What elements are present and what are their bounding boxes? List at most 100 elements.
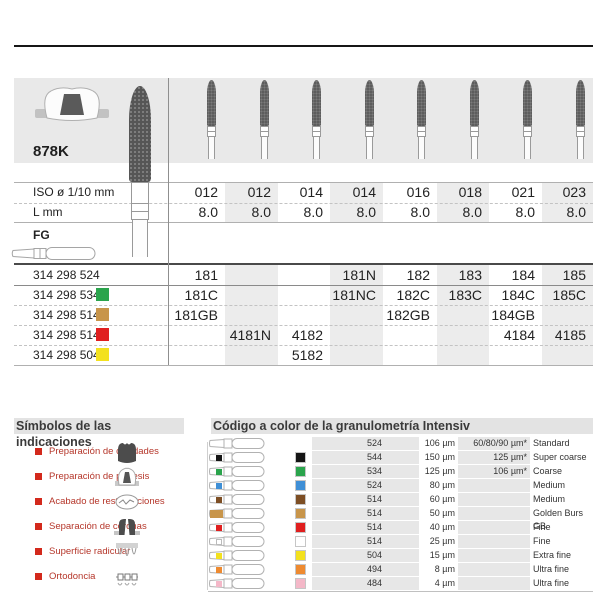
cavity-preparation-icon xyxy=(118,443,136,463)
grain-cell: 15 µm xyxy=(429,550,455,560)
color-swatch xyxy=(295,578,306,589)
alt-grain-cell: 60/80/90 µm* xyxy=(458,437,530,450)
bullet-icon xyxy=(35,573,42,580)
grain-cell: 60 µm xyxy=(429,494,455,504)
symbol-item: Separación de coronas xyxy=(14,515,194,539)
ref-cell: 181C xyxy=(184,287,218,303)
order-row: 314 298 514 4181N 4182 4184 4185 xyxy=(0,325,600,345)
fg-label: FG xyxy=(33,228,50,242)
grit-name-cell: Fine xyxy=(533,522,551,532)
bullet-icon xyxy=(35,548,42,555)
bur-image xyxy=(259,80,269,159)
grit-name-cell: Coarse xyxy=(533,466,563,476)
bur-icon xyxy=(208,578,265,589)
ref-cell: 5182 xyxy=(291,347,323,363)
alt-grain-cell xyxy=(458,521,530,534)
symbol-label: Ortodoncia xyxy=(49,571,96,582)
ref-cell: 183C xyxy=(448,287,482,303)
length-value: 8.0 xyxy=(410,204,430,220)
column-stripe xyxy=(225,182,278,222)
grit-band xyxy=(216,538,222,545)
code-cell: 514 xyxy=(312,493,419,506)
product-model: 878K xyxy=(33,143,69,160)
order-code: 314 298 514 xyxy=(33,328,100,342)
symbols-title: Símbolos de las indicaciones xyxy=(14,418,184,449)
bullet-icon xyxy=(35,523,42,530)
bur-image xyxy=(575,80,585,159)
rule xyxy=(14,263,593,265)
alt-grain-cell: 106 µm* xyxy=(458,465,530,478)
bur-icon xyxy=(208,564,265,575)
code-cell: 544 xyxy=(312,451,419,464)
color-swatch xyxy=(295,452,306,463)
color-swatch xyxy=(295,536,306,547)
order-code: 314 298 534 xyxy=(33,288,100,302)
grit-band xyxy=(216,552,222,559)
granulometry-row: 524 106 µm 60/80/90 µm* Standard xyxy=(0,437,600,450)
granulometry-row: 494 8 µm Ultra fine xyxy=(0,563,600,576)
length-label: L mm xyxy=(33,205,63,219)
granulometry-row: 514 25 µm Fine xyxy=(0,535,600,548)
column-stripe xyxy=(542,182,593,222)
code-cell: 514 xyxy=(312,521,419,534)
tooth-prep-icon xyxy=(35,87,109,121)
ref-cell: 183 xyxy=(458,267,482,283)
grit-name-cell: Fine xyxy=(533,536,551,546)
symbol-item: Preparación de cavidades xyxy=(14,440,194,464)
grit-name-cell: Super coarse xyxy=(533,452,587,462)
code-cell: 514 xyxy=(312,535,419,548)
length-value: 8.0 xyxy=(198,204,218,220)
column-stripe xyxy=(330,263,383,365)
symbol-item: Superficie radicular xyxy=(14,540,194,564)
top-rule xyxy=(14,45,593,47)
code-cell: 524 xyxy=(312,479,419,492)
symbol-label: Separación de coronas xyxy=(49,521,147,532)
ref-cell: 4181N xyxy=(229,327,271,343)
orthodontics-icon xyxy=(116,573,138,586)
code-cell: 484 xyxy=(312,577,419,590)
grain-cell: 125 µm xyxy=(424,466,455,476)
ref-cell: 184C xyxy=(501,287,535,303)
iso-value: 014 xyxy=(352,184,376,200)
color-swatch xyxy=(295,466,306,477)
granulometry-row: 514 40 µm Fine xyxy=(0,521,600,534)
ref-cell: 181 xyxy=(194,267,218,283)
bur-icon xyxy=(208,480,265,491)
alt-grain-cell: 125 µm* xyxy=(458,451,530,464)
iso-value: 012 xyxy=(194,184,218,200)
length-row: L mm 8.0 8.0 8.0 8.0 8.0 8.0 8.0 8.0 xyxy=(0,203,600,222)
column-stripe xyxy=(225,263,278,365)
order-code: 314 298 504 xyxy=(33,348,100,362)
granulometry-title: Código a color de la granulometría Inten… xyxy=(211,418,593,434)
granulometry-row: 514 60 µm Medium xyxy=(0,493,600,506)
color-swatch xyxy=(96,308,109,321)
grain-cell: 150 µm xyxy=(424,452,455,462)
iso-value: 021 xyxy=(511,184,535,200)
symbol-item: Ortodoncia xyxy=(14,565,194,589)
code-cell: 514 xyxy=(312,507,419,520)
length-value: 8.0 xyxy=(515,204,535,220)
large-bur-image xyxy=(129,86,151,257)
rule xyxy=(14,203,593,204)
grit-name-cell: Medium xyxy=(533,480,566,490)
alt-grain-cell xyxy=(458,493,530,506)
product-header-band xyxy=(14,78,593,163)
grit-band xyxy=(210,509,223,518)
ref-cell: 182 xyxy=(406,267,430,283)
grit-name-cell: Ultra fine xyxy=(533,564,570,574)
bur-icon xyxy=(208,522,265,533)
order-row: 314 298 534 181C 181NC 182C 183C 184C 18… xyxy=(0,285,600,305)
column-stripe xyxy=(437,263,489,365)
order-code: 314 298 524 xyxy=(33,268,100,282)
alt-grain-cell xyxy=(458,507,530,520)
order-row: 314 298 504 5182 xyxy=(0,345,600,365)
length-value: 8.0 xyxy=(303,204,323,220)
order-row: 314 298 514 181GB 182GB 184GB xyxy=(0,305,600,325)
prosthesis-preparation-icon xyxy=(115,467,139,486)
grit-name-cell: Golden Burs GB xyxy=(533,508,584,531)
color-swatch xyxy=(295,550,306,561)
ref-cell: 185 xyxy=(562,267,586,283)
length-value: 8.0 xyxy=(251,204,271,220)
grain-cell: 4 µm xyxy=(434,578,455,588)
grit-band xyxy=(216,482,222,489)
